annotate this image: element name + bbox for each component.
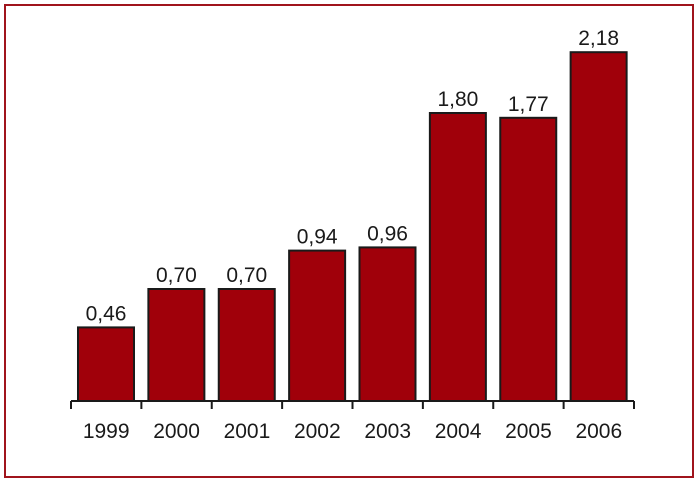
x-axis-tick-labels: 1999 2000 2001 2002 2003 2004 2005 2006 (83, 420, 622, 443)
x-tick-label-2004: 2004 (435, 420, 482, 443)
bar-2002 (288, 249, 347, 402)
x-tick-label-2002: 2002 (294, 420, 341, 443)
value-label-2003: 0,96 (367, 222, 408, 245)
x-tick-label-2000: 2000 (153, 420, 200, 443)
x-tick-label-2006: 2006 (575, 420, 622, 443)
value-label-2004: 1,80 (437, 88, 478, 111)
bar-2004 (428, 112, 487, 402)
bar-2003 (358, 246, 417, 402)
x-tick-label-2001: 2001 (224, 420, 271, 443)
x-tick-label-2005: 2005 (505, 420, 552, 443)
bar-2000 (147, 288, 206, 402)
bar-2001 (217, 288, 276, 402)
value-label-2006: 2,18 (578, 27, 619, 50)
x-tick-label-2003: 2003 (364, 420, 411, 443)
value-label-2002: 0,94 (297, 226, 338, 249)
bar-1999 (77, 326, 135, 402)
bar-2005 (499, 116, 558, 403)
x-tick-label-1999: 1999 (83, 420, 130, 443)
x-axis-ticks (70, 401, 635, 409)
value-labels-group: 0,46 0,70 0,70 0,94 0,96 1,80 1,77 2,18 (86, 27, 620, 325)
bars-group (77, 51, 628, 403)
bar-2006 (569, 51, 628, 402)
value-label-2001: 0,70 (226, 264, 267, 287)
value-label-2005: 1,77 (508, 93, 549, 116)
value-label-1999: 0,46 (86, 302, 127, 325)
value-label-2000: 0,70 (156, 264, 197, 287)
